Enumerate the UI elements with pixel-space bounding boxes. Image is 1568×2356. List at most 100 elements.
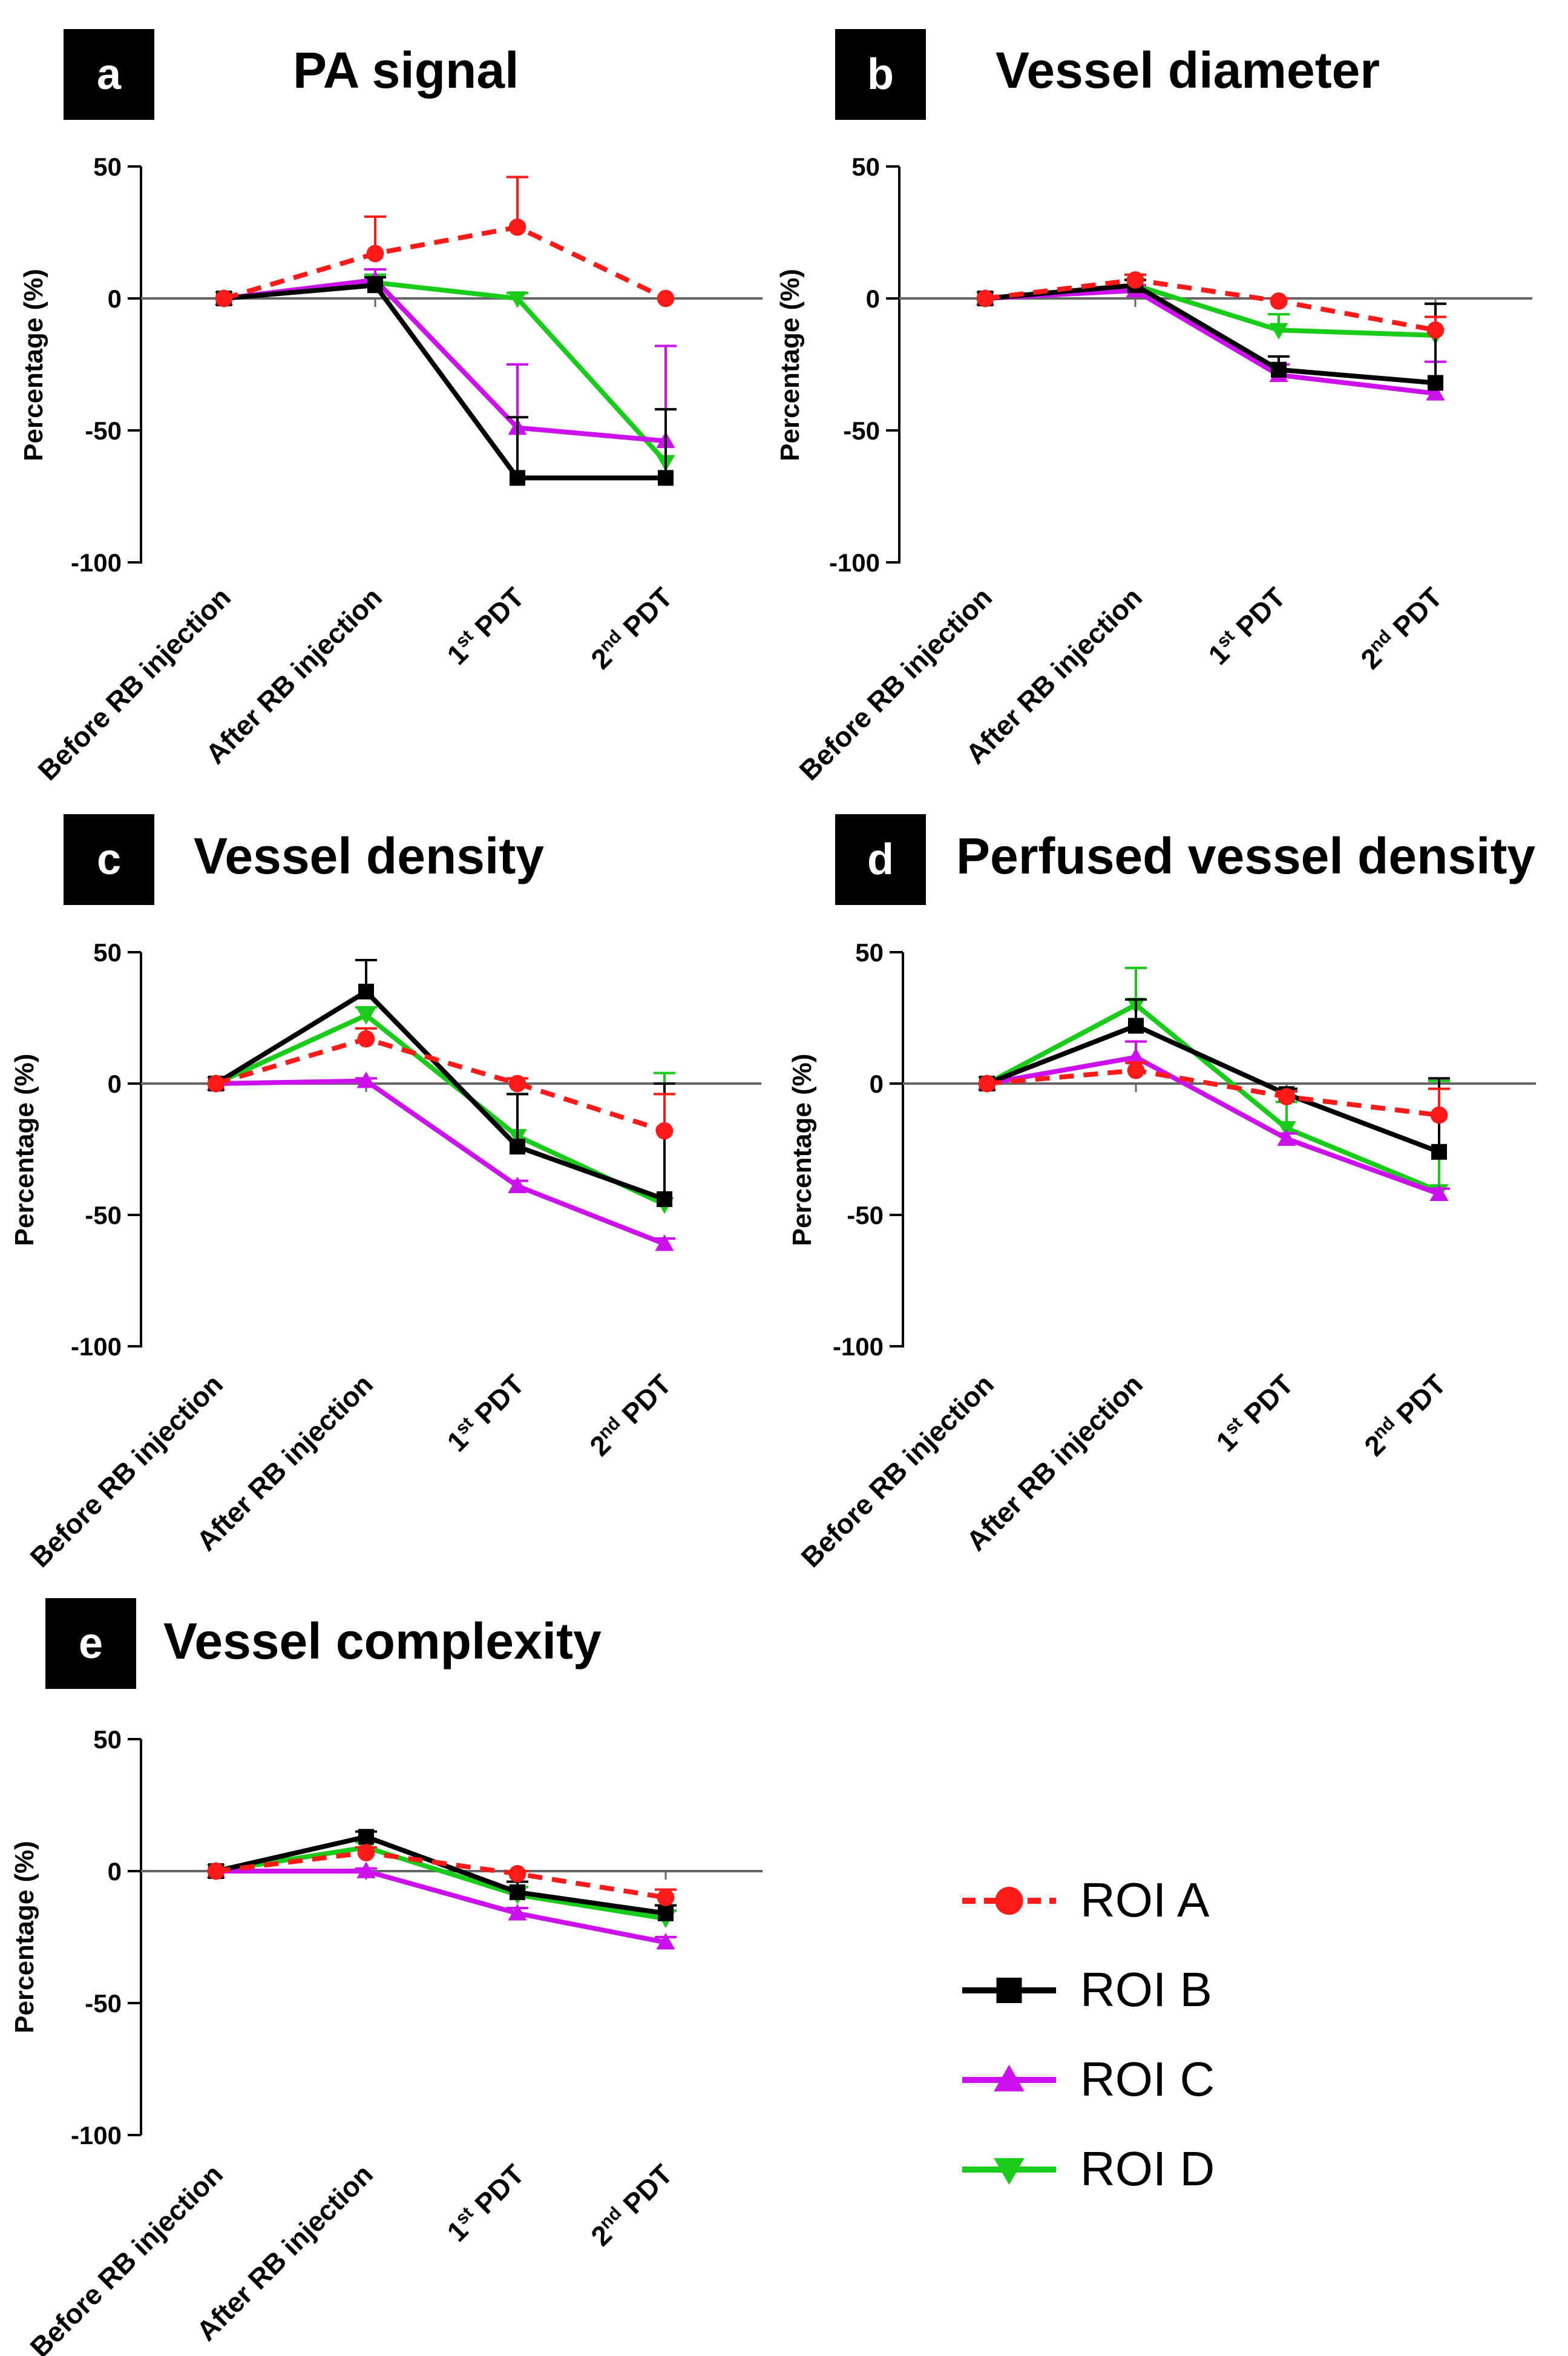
series-line bbox=[985, 288, 1436, 396]
data-point bbox=[510, 1139, 525, 1155]
data-point bbox=[658, 1905, 674, 1921]
y-tick-label: 50 bbox=[93, 1725, 122, 1754]
chart-title: Vessel complexity bbox=[163, 1613, 602, 1670]
y-tick-label: -50 bbox=[85, 1989, 122, 2018]
panel-letter: d bbox=[867, 835, 894, 884]
x-tick-label: 2nd PDT bbox=[585, 2158, 678, 2252]
data-point bbox=[508, 1904, 527, 1921]
panel-badge-box bbox=[64, 29, 154, 120]
chart-title: Vessel diameter bbox=[996, 42, 1380, 99]
chart-panel-b: b Vessel diameter 50 0 -50 -100 Percentage (%)… bbox=[775, 29, 1532, 786]
y-tick-label: 50 bbox=[93, 153, 122, 181]
series-line bbox=[216, 1869, 666, 1945]
series-line bbox=[215, 1012, 666, 1207]
series-line bbox=[215, 1834, 666, 1916]
data-point bbox=[207, 1074, 225, 1093]
y-tick-label: 0 bbox=[866, 285, 880, 313]
series-line bbox=[215, 1850, 666, 1900]
panel-badge: c bbox=[64, 814, 154, 905]
data-point bbox=[508, 218, 526, 236]
y-tick-label: -100 bbox=[71, 548, 122, 577]
data-point bbox=[656, 1933, 675, 1950]
series-roi-d bbox=[206, 1006, 675, 1214]
x-tick-label: Before RB injection bbox=[31, 581, 237, 786]
y-tick-label: -50 bbox=[843, 416, 880, 445]
y-tick-label: -50 bbox=[85, 1201, 122, 1229]
x-tick-label: 2nd PDT bbox=[1354, 581, 1448, 675]
data-point bbox=[357, 1844, 375, 1861]
data-point bbox=[215, 289, 233, 308]
data-point bbox=[1269, 323, 1288, 340]
data-point bbox=[655, 1234, 674, 1251]
y-tick-label: 0 bbox=[870, 1070, 884, 1098]
legend-entry: ROI D bbox=[962, 2142, 1215, 2196]
series-line bbox=[223, 283, 666, 481]
series-line bbox=[986, 1068, 1440, 1118]
x-tick-label: 2nd PDT bbox=[1358, 1368, 1452, 1462]
x-tick-label: 1st PDT bbox=[1210, 1368, 1299, 1458]
legend-label: ROI B bbox=[1080, 1963, 1212, 2016]
legend-entry: ROI C bbox=[962, 2052, 1215, 2106]
data-point bbox=[358, 1829, 374, 1845]
series-line bbox=[215, 1844, 666, 1921]
data-point bbox=[356, 1071, 376, 1088]
panel-badge-box bbox=[64, 814, 154, 905]
series-roi-c bbox=[214, 268, 677, 449]
data-point bbox=[356, 1861, 376, 1878]
series-roi-c bbox=[977, 1040, 1450, 1201]
series-roi-a bbox=[207, 1027, 675, 1140]
chart-panel-a: a PA signal 50 0 -50 -100 Percentage (%) Before… bbox=[19, 29, 763, 786]
panel-badge-box bbox=[835, 814, 926, 905]
panel-badge: e bbox=[45, 1598, 136, 1689]
series-roi-b bbox=[216, 276, 677, 486]
series-roi-a bbox=[215, 176, 675, 308]
series-line bbox=[985, 283, 1436, 386]
chart-panel-d: d Perfused vessel density 50 0 -50 -100 Percen… bbox=[787, 814, 1536, 1573]
data-point bbox=[657, 289, 675, 308]
y-tick-label: -100 bbox=[833, 1332, 884, 1361]
legend-swatch-marker bbox=[996, 1978, 1022, 2003]
data-point bbox=[1126, 271, 1144, 289]
data-point bbox=[657, 1889, 675, 1906]
series-line bbox=[214, 989, 666, 1202]
y-tick-label: -50 bbox=[847, 1201, 884, 1229]
x-tick-label: 1st PDT bbox=[1202, 581, 1291, 671]
data-point bbox=[508, 1176, 527, 1193]
data-point bbox=[1126, 1048, 1146, 1065]
data-point bbox=[1426, 321, 1445, 339]
series-line bbox=[215, 1078, 666, 1246]
data-point bbox=[657, 1191, 672, 1207]
panel-badge-box bbox=[45, 1598, 136, 1689]
data-point bbox=[1430, 1106, 1448, 1124]
series-line bbox=[985, 277, 1436, 333]
series-roi-c bbox=[206, 1071, 675, 1251]
data-point bbox=[1431, 1143, 1447, 1160]
panel-letter: e bbox=[79, 1619, 103, 1668]
y-tick-label: 0 bbox=[108, 1070, 122, 1098]
data-point bbox=[366, 245, 384, 263]
chart-panel-e: e Vessel complexity 50 0 -50 -100 Percentage (… bbox=[10, 1598, 763, 2356]
panel-badge: b bbox=[835, 29, 926, 120]
y-tick-label: 50 bbox=[93, 938, 122, 967]
legend-swatch-marker bbox=[994, 2158, 1025, 2185]
panel-letter: c bbox=[97, 835, 121, 884]
series-line bbox=[986, 1055, 1440, 1197]
data-point bbox=[510, 470, 525, 486]
series-line bbox=[986, 1002, 1440, 1194]
data-point bbox=[1128, 1018, 1144, 1034]
data-point bbox=[510, 1884, 525, 1900]
x-tick-label: 1st PDT bbox=[441, 581, 530, 671]
data-point bbox=[976, 289, 994, 308]
panel-letter: b bbox=[867, 50, 894, 99]
data-point bbox=[508, 1865, 526, 1883]
legend-label: ROI C bbox=[1080, 2052, 1215, 2106]
data-point bbox=[1428, 375, 1443, 391]
x-tick-label: 2nd PDT bbox=[583, 1368, 677, 1462]
legend: ROI A ROI B ROI C ROI D bbox=[962, 1873, 1215, 2196]
series-line bbox=[223, 225, 667, 301]
legend-entry: ROI A bbox=[962, 1873, 1210, 1927]
data-point bbox=[1270, 292, 1288, 310]
series-roi-d bbox=[214, 273, 677, 472]
data-point bbox=[1271, 361, 1287, 378]
